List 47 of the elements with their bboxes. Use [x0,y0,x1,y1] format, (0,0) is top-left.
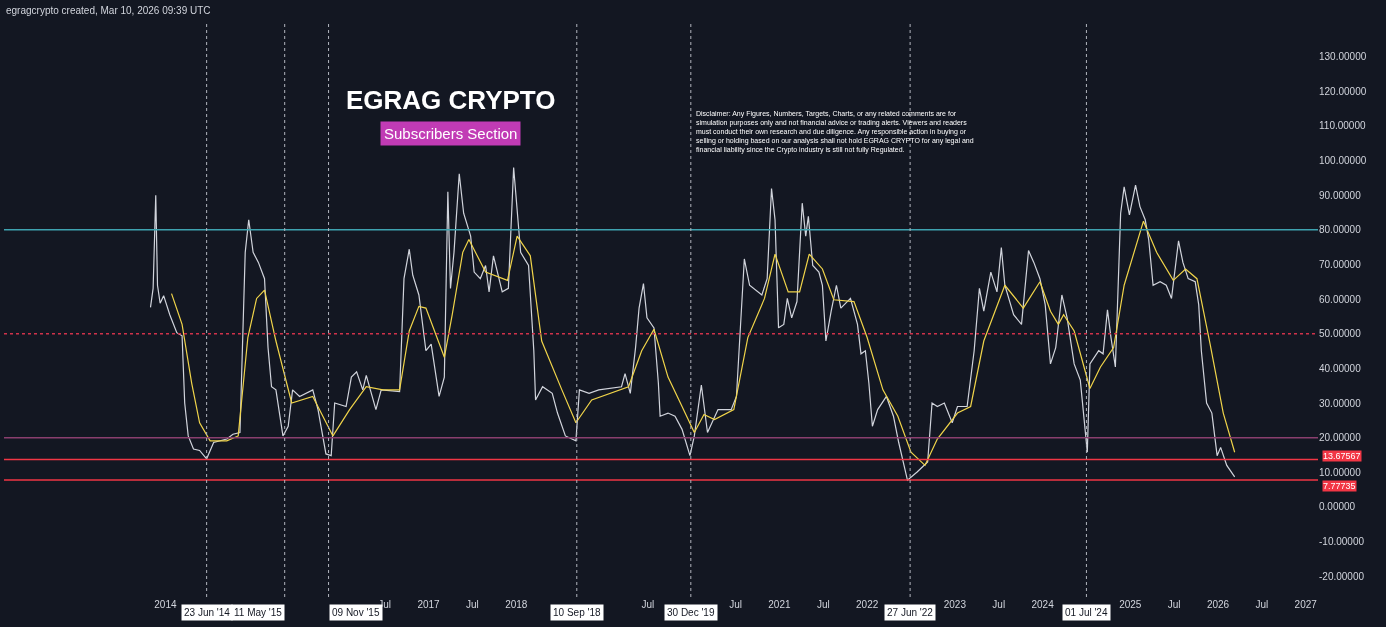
y-tick-label: -20.00000 [1319,570,1365,582]
ref-line-label: 09 Nov '15 [332,607,380,618]
x-tick-label: 2017 [417,599,441,610]
x-tick-label: 2024 [1031,599,1055,610]
y-tick-label: 30.00000 [1319,397,1362,409]
ref-line-label: 30 Dec '19 [667,607,715,618]
ref-line-label: 11 May '15 [234,607,283,618]
y-tick-label: 110.00000 [1319,120,1366,132]
x-tick-label: Jul [1255,599,1269,610]
y-tick-label: 50.00000 [1319,328,1362,340]
x-tick-label: 2021 [768,599,791,610]
y-tick-label: 10.00000 [1319,466,1362,478]
x-tick-label: 2025 [1119,599,1142,610]
x-tick-label: Jul [729,599,742,610]
y-tick-label: 80.00000 [1319,224,1362,236]
y-tick-label: 100.00000 [1319,155,1367,167]
line-series [149,166,1236,481]
y-tick-label: 40.00000 [1319,362,1362,374]
y-tick-label: 20.00000 [1319,432,1362,444]
ref-line-label: 23 Jun '14 [184,607,231,618]
x-tick-label: 2014 [154,599,177,610]
y-tick-label: 90.00000 [1319,189,1362,201]
ref-line-label: 27 Jun '22 [887,607,934,618]
x-tick-label: Jul [1167,599,1181,610]
x-tick-label: 2023 [943,599,967,610]
y-tick-label: -10.00000 [1319,536,1365,548]
x-tick-label: Jul [816,599,830,610]
text: egragcrypto created, Mar 10, 2026 09:39 UTC [6,5,211,16]
y-tick-label: 0.00000 [1319,501,1356,513]
x-tick-label: 2018 [505,599,528,610]
x-tick-label: 2022 [856,599,879,610]
y-tick-label: 70.00000 [1319,258,1362,270]
x-tick-label: Jul [992,599,1006,610]
text: EGRAG CRYPTO [346,85,556,115]
line-series [170,220,1236,466]
y-tick-label: 60.00000 [1319,293,1362,305]
ref-line-label: 01 Jul '24 [1065,607,1108,618]
ref-line-label: 10 Sep '18 [553,607,601,618]
x-tick-label: Jul [466,599,479,610]
text: Subscribers Section [384,125,518,142]
ref-line-label: 13.67567 [1323,451,1361,461]
x-tick-label: 2027 [1294,599,1318,610]
y-tick-label: 130.00000 [1319,51,1367,63]
x-tick-label: 2026 [1206,599,1230,610]
y-tick-label: 120.00000 [1319,85,1367,97]
x-tick-label: Jul [641,599,655,610]
ref-line-label: 7.77735 [1323,481,1356,491]
